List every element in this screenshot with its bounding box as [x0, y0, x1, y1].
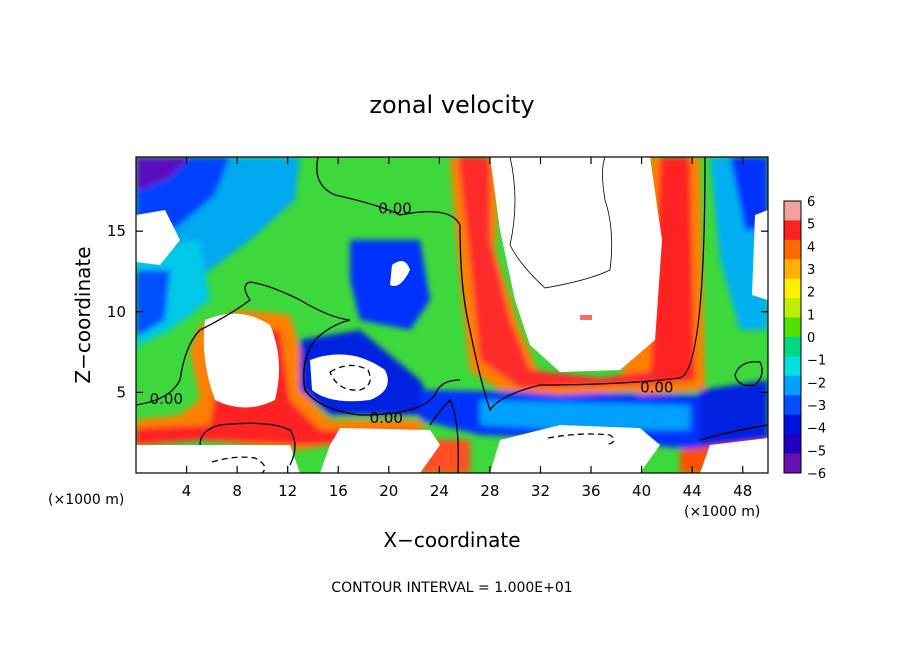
x-axis: 4 8 12 16 20 24 28 32 36 40 44 48 — [182, 157, 752, 500]
colorbar-swatch — [784, 356, 801, 377]
colorbar-tick-label: 4 — [807, 240, 815, 255]
contour-label-layer: 0.00 0.00 0.00 0.00 — [150, 200, 674, 428]
x-tick-label: 40 — [632, 482, 651, 500]
y-axis: 5 10 15 — [107, 222, 768, 401]
colorbar-swatch — [784, 278, 801, 299]
x-axis-title: X−coordinate — [383, 528, 520, 552]
colorbar-tick-label: −5 — [807, 444, 826, 459]
colorbar-tick-label: 5 — [807, 218, 815, 233]
colorbar-swatch — [784, 298, 801, 319]
colorbar-swatch — [784, 414, 801, 435]
contour-label: 0.00 — [378, 200, 411, 218]
saturated-regions — [136, 157, 768, 473]
colorbar: 6 5 4 3 2 1 0 −1 −2 −3 −4 −5 −6 — [783, 195, 826, 482]
colorbar-tick-label: 0 — [807, 331, 815, 346]
colorbar-tick-label: 2 — [807, 286, 815, 301]
colorbar-swatch — [784, 375, 801, 396]
x-tick-label: 20 — [379, 482, 398, 500]
x-tick-label: 12 — [278, 482, 297, 500]
colorbar-swatch — [784, 434, 801, 455]
x-tick-label: 48 — [733, 482, 752, 500]
x-tick-label: 32 — [531, 482, 550, 500]
colorbar-swatch — [784, 220, 801, 241]
y-tick-label: 15 — [107, 222, 126, 240]
x-unit-label-left: (×1000 m) — [48, 492, 124, 508]
contour-label: 0.00 — [640, 379, 673, 397]
colorbar-swatch — [784, 259, 801, 280]
x-tick-label: 36 — [581, 482, 600, 500]
x-tick-label: 24 — [430, 482, 449, 500]
contour-lines — [136, 157, 768, 473]
y-tick-label: 5 — [116, 383, 126, 401]
colorbar-tick-label: 6 — [807, 195, 815, 210]
plot-frame — [135, 156, 769, 474]
colorbar-tick-label: −6 — [807, 467, 826, 482]
x-tick-label: 4 — [182, 482, 192, 500]
colorbar-swatch — [784, 337, 801, 357]
x-tick-label: 16 — [329, 482, 348, 500]
colorbar-frame — [783, 200, 802, 474]
y-tick-label: 10 — [107, 303, 126, 321]
colorbar-tick-label: −4 — [807, 422, 826, 437]
contour-label: 0.00 — [370, 409, 403, 427]
chart-title: zonal velocity — [369, 91, 534, 119]
colorbar-swatch — [784, 453, 801, 474]
colorbar-tick-label: 1 — [807, 308, 815, 323]
heatmap-field — [136, 157, 768, 473]
colorbar-tick-label: −3 — [807, 399, 826, 414]
colorbar-tick-label: −2 — [807, 376, 826, 391]
x-tick-label: 8 — [232, 482, 242, 500]
colorbar-swatch — [784, 239, 801, 260]
colorbar-tick-label: −1 — [807, 354, 826, 369]
contour-label: 0.00 — [150, 390, 183, 408]
contour-interval-note: CONTOUR INTERVAL = 1.000E+01 — [331, 580, 572, 596]
x-unit-label-right: (×1000 m) — [684, 504, 760, 520]
colorbar-swatch — [784, 317, 801, 338]
colorbar-tick-label: 3 — [807, 263, 815, 278]
colorbar-swatch — [784, 201, 801, 221]
y-axis-title: Z−coordinate — [71, 246, 95, 383]
colorbar-swatch — [784, 395, 801, 416]
x-tick-label: 44 — [683, 482, 702, 500]
x-tick-label: 28 — [480, 482, 499, 500]
